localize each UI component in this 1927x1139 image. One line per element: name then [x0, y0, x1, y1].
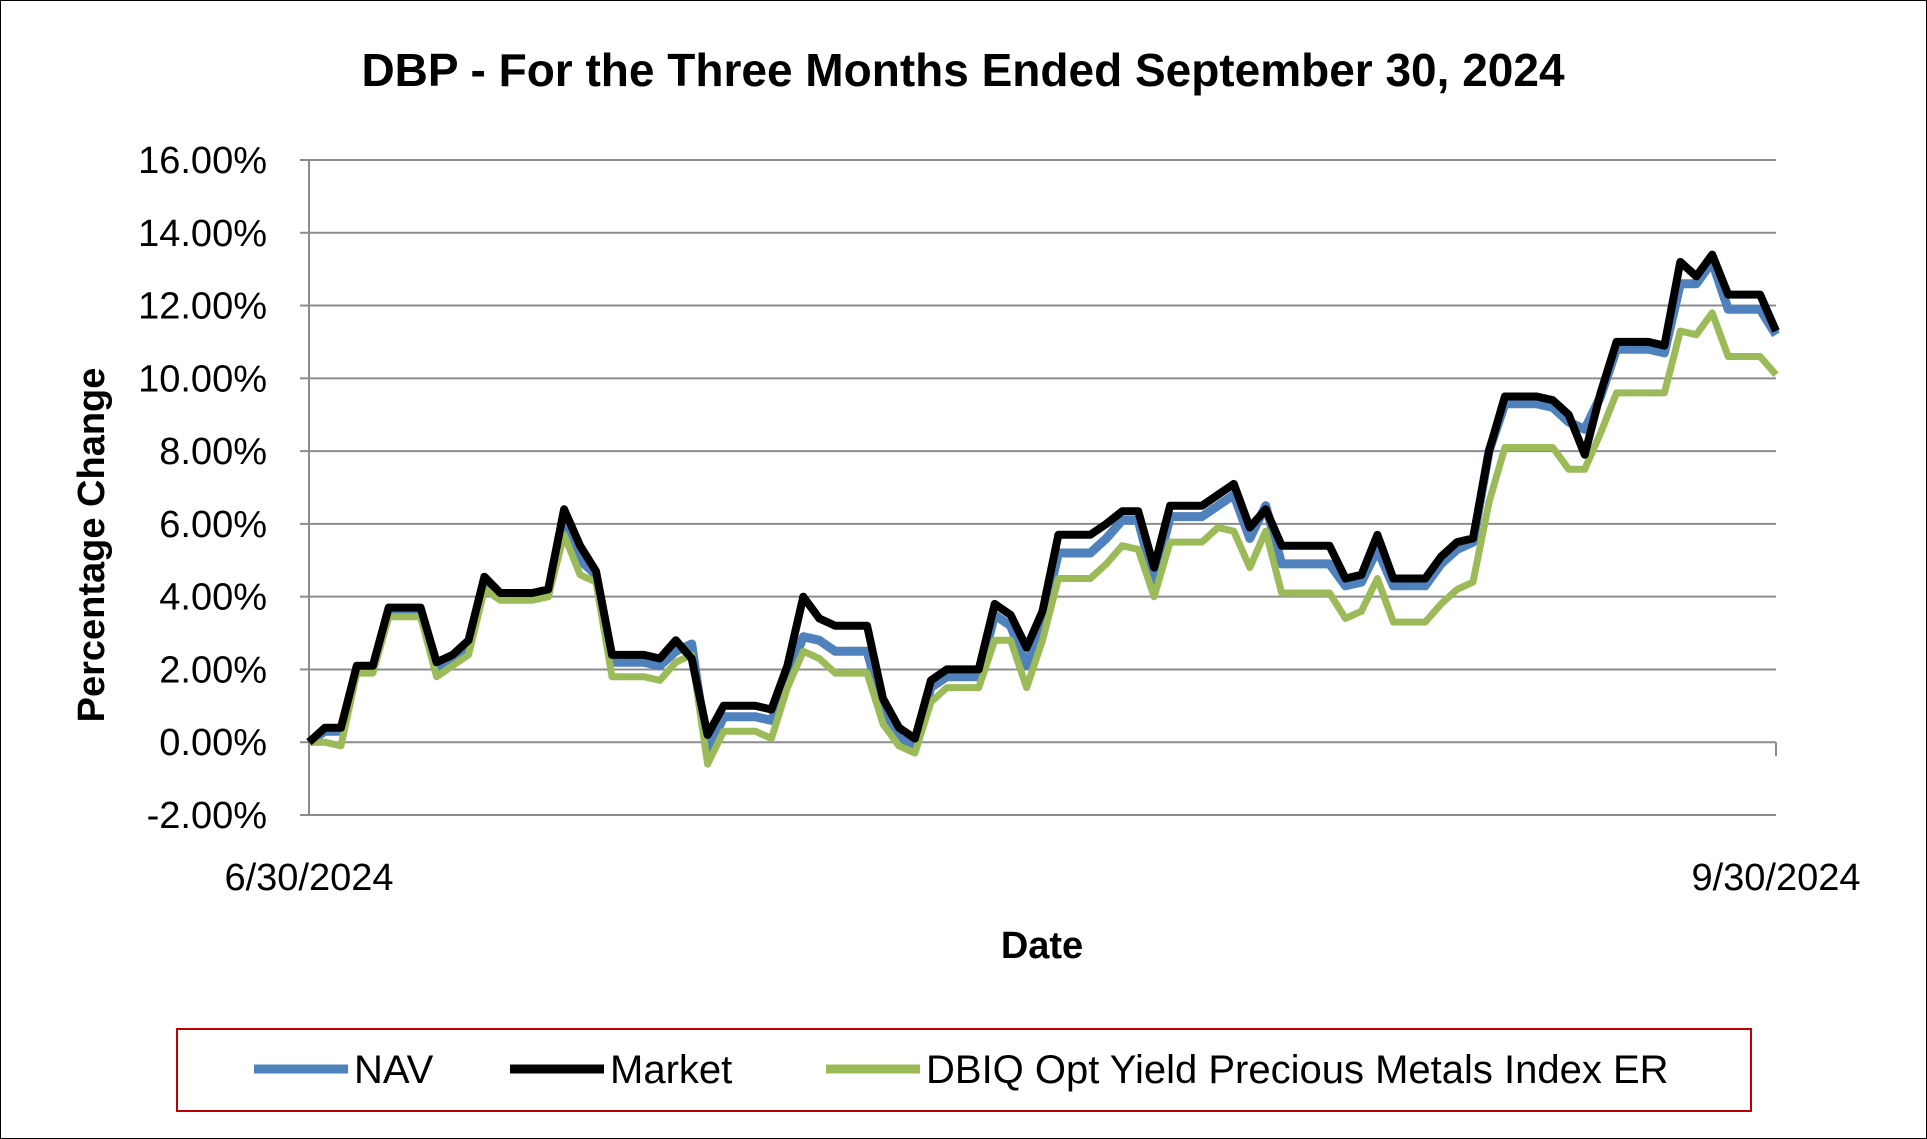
y-tick-label: 14.00% — [138, 213, 267, 255]
legend-label: NAV — [354, 1048, 434, 1092]
legend-label: DBIQ Opt Yield Precious Metals Index ER — [926, 1048, 1669, 1092]
axes — [308, 160, 1777, 815]
y-tick-label: 16.00% — [138, 140, 267, 182]
x-axis-ticks: 6/30/2024 9/30/2024 — [224, 857, 1860, 899]
legend-box — [176, 1028, 1752, 1112]
series-lines — [306, 250, 1780, 768]
x-tick-label: 6/30/2024 — [224, 857, 393, 899]
y-tick-label: -2.00% — [147, 795, 267, 837]
y-tick-label: 2.00% — [159, 649, 267, 691]
x-axis-title: Date — [1001, 925, 1083, 967]
chart-title: DBP - For the Three Months Ended Septemb… — [361, 44, 1565, 96]
y-axis-ticks: -2.00% 0.00% 2.00% 4.00% 6.00% 8.00% 10.00% 12.… — [138, 140, 309, 837]
series-line-market — [306, 250, 1780, 746]
y-tick-label: 10.00% — [138, 358, 267, 400]
y-tick-label: 4.00% — [159, 577, 267, 619]
y-tick-label: 12.00% — [138, 286, 267, 328]
series-line-dbiq — [309, 309, 1779, 768]
y-axis-title: Percentage Change — [71, 368, 113, 723]
series-line-nav — [306, 257, 1780, 758]
legend: NAV Market DBIQ Opt Yield Precious Metals … — [254, 1048, 1669, 1092]
y-tick-label: 6.00% — [159, 504, 267, 546]
legend-label: Market — [610, 1048, 732, 1092]
x-tick-label: 9/30/2024 — [1691, 857, 1860, 899]
gridlines — [309, 159, 1776, 816]
y-tick-label: 0.00% — [159, 722, 267, 764]
y-tick-label: 8.00% — [159, 431, 267, 473]
